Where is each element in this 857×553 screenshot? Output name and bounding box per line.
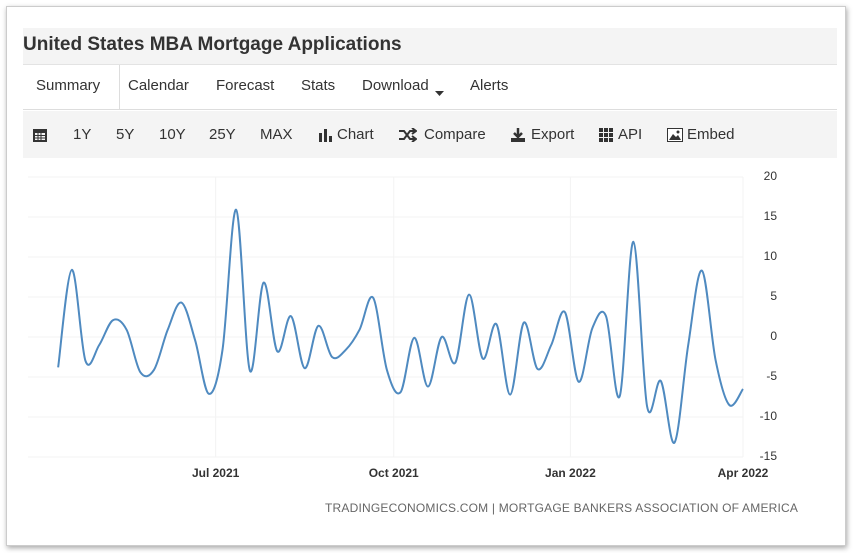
tab[interactable]: Alerts [470,77,509,94]
x-tick-label: Jan 2022 [545,466,596,480]
toolbar-button[interactable]: Export [531,126,575,143]
widget: United States MBA Mortgage Applications … [6,6,846,546]
caret [435,91,444,96]
y-tick-label: 10 [764,249,778,263]
tab[interactable]: Stats [301,77,336,94]
tab[interactable]: Download [362,77,429,94]
tab[interactable]: Calendar [128,77,189,94]
chart-icon[interactable] [319,128,333,142]
toolbar-button[interactable]: API [618,126,643,143]
toolbar: 1Y 5Y 10Y 25Y MAX Chart Compare Export A… [23,111,837,158]
toolbar-button[interactable]: Embed [687,126,735,143]
title: United States MBA Mortgage Applications [23,34,402,55]
nav: Summary Calendar Forecast Stats Download… [23,65,837,110]
range-button[interactable]: MAX [260,126,293,143]
toolbar-button[interactable]: Compare [424,126,486,143]
toolbar-button[interactable]: Chart [337,126,374,143]
range-button[interactable]: 25Y [209,126,236,143]
y-tick-label: -10 [760,409,778,423]
api-icon[interactable] [599,128,613,142]
x-tick-label: Apr 2022 [718,466,769,480]
range-button[interactable]: 1Y [73,126,92,143]
y-tick-label: 0 [770,329,777,343]
source: TRADINGECONOMICS.COM | MORTGAGE BANKERS … [325,501,799,515]
y-tick-label: -15 [760,449,778,463]
calendar-icon[interactable] [33,128,47,142]
y-tick-label: 15 [764,209,778,223]
x-tick-label: Oct 2021 [369,466,419,480]
series-line [57,208,744,444]
header: United States MBA Mortgage Applications [23,28,837,65]
y-tick-label: 5 [770,289,777,303]
range-button[interactable]: 5Y [116,126,135,143]
tab[interactable]: Summary [36,77,101,94]
compare-icon[interactable] [399,128,417,142]
range-button[interactable]: 10Y [159,126,186,143]
export-icon[interactable] [511,128,525,142]
active-tab-bg [23,65,120,109]
y-tick-label: -5 [766,369,777,383]
y-tick-label: 20 [764,169,778,183]
embed-icon[interactable] [667,128,683,142]
tab[interactable]: Forecast [216,77,275,94]
x-tick-label: Jul 2021 [192,466,240,480]
